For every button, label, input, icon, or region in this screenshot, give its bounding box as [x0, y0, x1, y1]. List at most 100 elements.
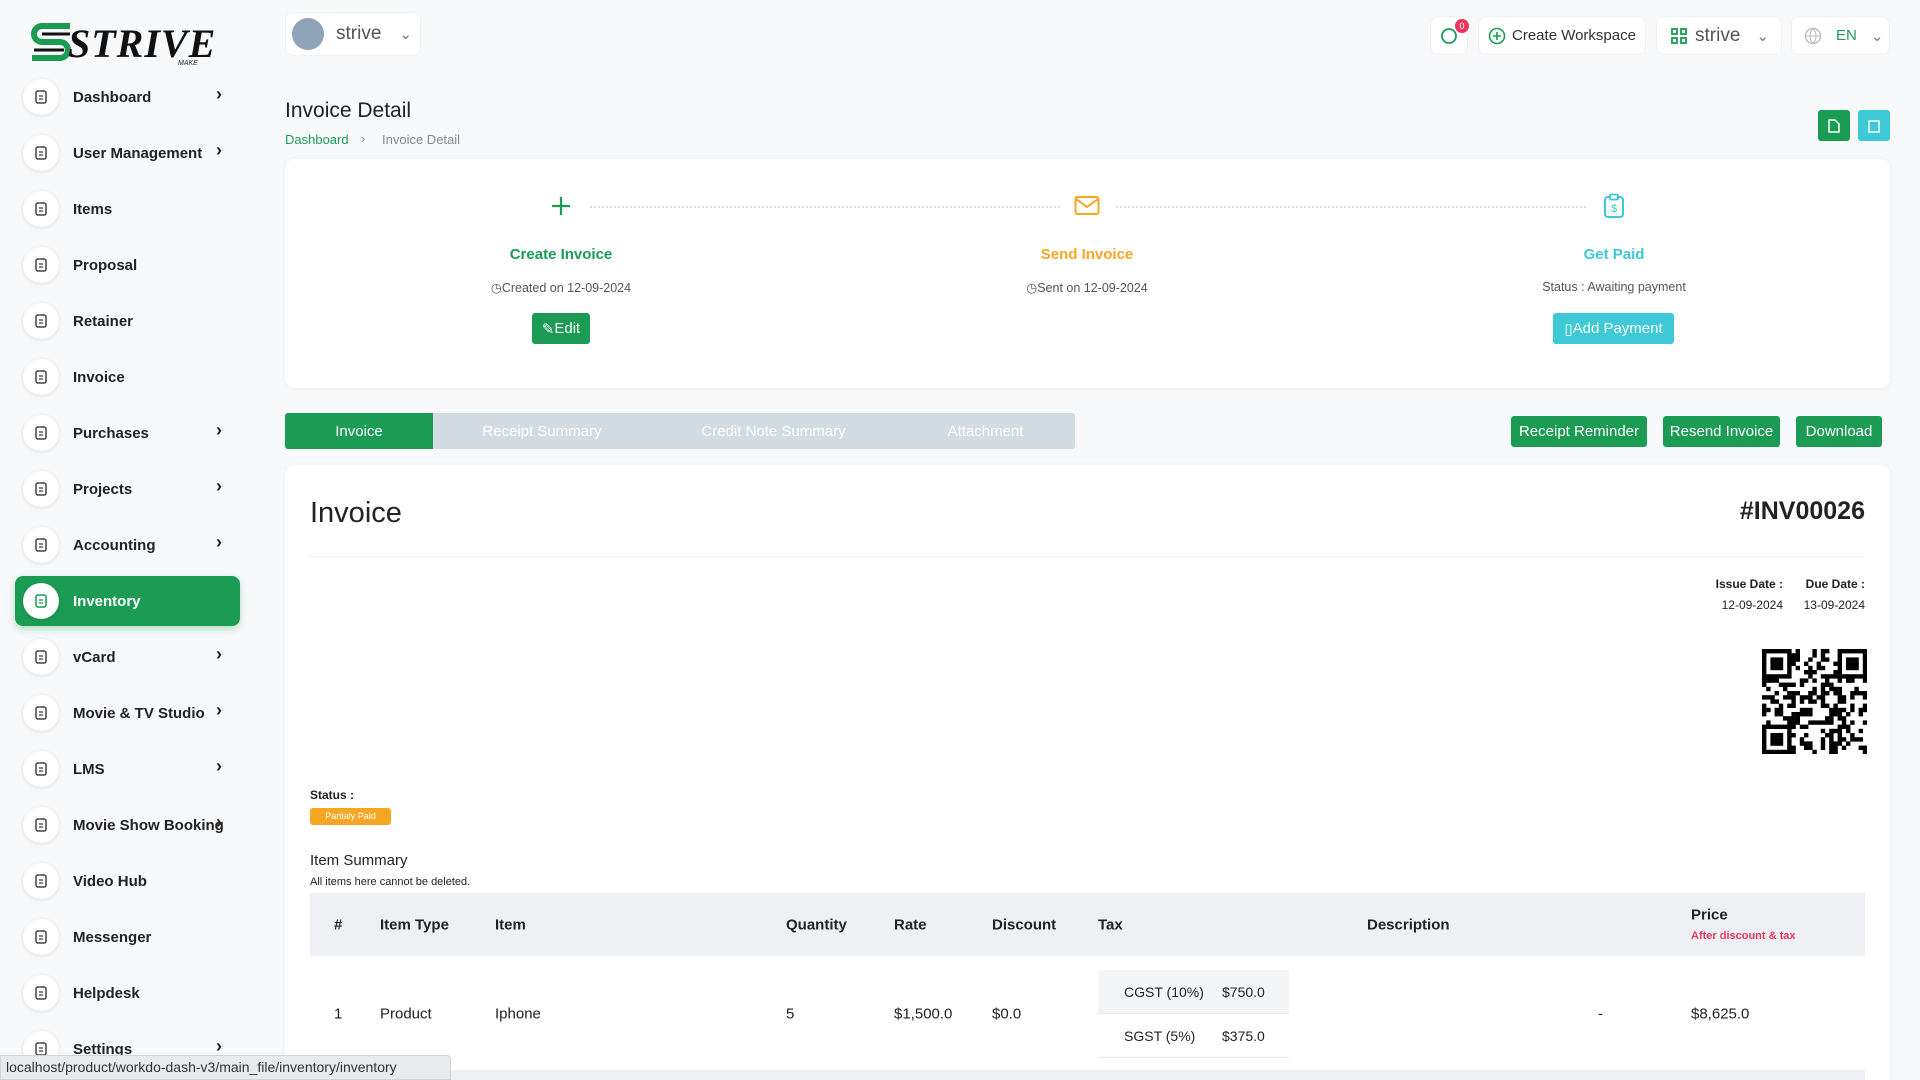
qr-module	[1841, 695, 1847, 700]
qr-module	[1837, 649, 1842, 654]
nav-chevron: ›	[216, 84, 222, 104]
icon-glyph	[35, 706, 47, 720]
qr-module	[1791, 716, 1796, 721]
nav-item[interactable]: Projects ›	[15, 464, 240, 514]
tab[interactable]: Credit Note Summary	[701, 422, 846, 440]
language-select[interactable]: EN ⌄	[1791, 16, 1890, 55]
table-header-cell: Rate	[894, 916, 927, 934]
qr-module	[1787, 716, 1792, 721]
nav-label: Helpdesk	[73, 984, 140, 1002]
qr-module	[1762, 728, 1767, 734]
tax-name: SGST (5%)	[1124, 1028, 1196, 1044]
qr-module	[1850, 665, 1855, 671]
table-header-cell: Tax	[1098, 916, 1123, 934]
qr-module	[1783, 716, 1788, 721]
qr-module	[1837, 741, 1842, 746]
create-workspace-button[interactable]: Create Workspace	[1478, 16, 1646, 55]
qr-module	[1841, 707, 1847, 713]
nav-item[interactable]: User Management ›	[15, 128, 240, 178]
tab[interactable]: Attachment	[947, 422, 1024, 440]
action-button[interactable]: Download	[1796, 416, 1882, 447]
qr-module	[1837, 716, 1842, 721]
nav-item[interactable]: Accounting ›	[15, 520, 240, 570]
nav-chevron: ›	[216, 420, 222, 440]
qr-module	[1791, 724, 1796, 729]
edit-button[interactable]: ✎ Edit	[532, 313, 590, 344]
qr-module	[1787, 691, 1792, 696]
qr-module	[1820, 737, 1826, 742]
nav-item[interactable]: Movie & TV Studio ›	[15, 688, 240, 738]
qr-module	[1854, 737, 1859, 742]
icon-glyph	[35, 594, 47, 608]
qr-module	[1825, 682, 1830, 687]
nav-icon	[23, 751, 59, 787]
create-workspace-label: Create Workspace	[1512, 27, 1636, 44]
progress-card	[285, 159, 1890, 388]
nav-item[interactable]: Dashboard ›	[15, 72, 240, 122]
nav-item[interactable]: Retainer	[15, 296, 240, 346]
nav-item[interactable]: Inventory	[15, 576, 240, 626]
qr-module	[1829, 674, 1834, 679]
qr-module	[1770, 649, 1775, 654]
qr-module	[1837, 661, 1842, 666]
nav-item[interactable]: Movie Show Booking ›	[15, 800, 240, 850]
qr-module	[1829, 707, 1834, 713]
nav-item[interactable]: Proposal	[15, 240, 240, 290]
tab[interactable]: Invoice	[285, 413, 433, 449]
qr-module	[1846, 678, 1851, 683]
nav-icon	[23, 975, 59, 1011]
qr-module	[1858, 728, 1863, 734]
qr-module	[1770, 733, 1775, 738]
qr-module	[1795, 712, 1800, 717]
qr-module	[1770, 724, 1775, 729]
qr-module	[1808, 691, 1813, 696]
nav-item[interactable]: vCard ›	[15, 632, 240, 682]
nav-item[interactable]: Invoice	[15, 352, 240, 402]
qr-module	[1778, 707, 1784, 713]
qr-module	[1799, 737, 1805, 742]
nav-item[interactable]: Messenger	[15, 912, 240, 962]
qr-module	[1778, 649, 1784, 654]
table-cell: $1,500.0	[894, 1005, 953, 1023]
qr-module	[1850, 733, 1855, 738]
qr-module	[1841, 716, 1847, 721]
action-button[interactable]: Resend Invoice	[1663, 416, 1780, 447]
table-header-cell: Description	[1367, 916, 1450, 934]
qr-module	[1829, 712, 1834, 717]
nav-item[interactable]: Items	[15, 184, 240, 234]
workspace-name: strive	[336, 23, 382, 44]
tab[interactable]: Receipt Summary	[482, 422, 602, 440]
qr-module	[1808, 674, 1813, 679]
qr-module	[1791, 682, 1796, 687]
workspace-switcher[interactable]: strive ⌄	[1656, 16, 1782, 55]
qr-module	[1841, 724, 1847, 729]
copy-button[interactable]	[1858, 110, 1890, 141]
nav-item[interactable]: Video Hub	[15, 856, 240, 906]
qr-module	[1837, 699, 1842, 704]
qr-module	[1778, 703, 1784, 708]
qr-module	[1850, 649, 1855, 654]
nav-label: Items	[73, 200, 113, 218]
nav-item[interactable]: Helpdesk	[15, 968, 240, 1018]
table-cell: 5	[786, 1005, 795, 1023]
nav-item[interactable]: Purchases ›	[15, 408, 240, 458]
export-button[interactable]	[1818, 110, 1850, 141]
qr-module	[1829, 737, 1834, 742]
workspace-select[interactable]: strive ⌄	[285, 12, 421, 56]
qr-module	[1774, 661, 1779, 666]
nav-label: Movie Show Booking	[73, 816, 224, 834]
qr-module	[1787, 741, 1792, 746]
qr-module	[1766, 678, 1771, 683]
qr-module	[1762, 665, 1767, 671]
breadcrumb-current: Invoice Detail	[382, 132, 461, 147]
add-payment-button[interactable]: ▯ Add Payment	[1553, 313, 1674, 344]
messages-button[interactable]: 0	[1430, 16, 1469, 55]
action-button[interactable]: Receipt Reminder	[1511, 416, 1647, 447]
qr-module	[1858, 737, 1863, 742]
nav-item[interactable]: LMS ›	[15, 744, 240, 794]
breadcrumb-link[interactable]: Dashboard	[285, 132, 349, 147]
qr-module	[1787, 728, 1792, 734]
nav-label: Proposal	[73, 256, 138, 274]
step-title: Get Paid	[1583, 246, 1645, 263]
qr-module	[1762, 670, 1767, 675]
